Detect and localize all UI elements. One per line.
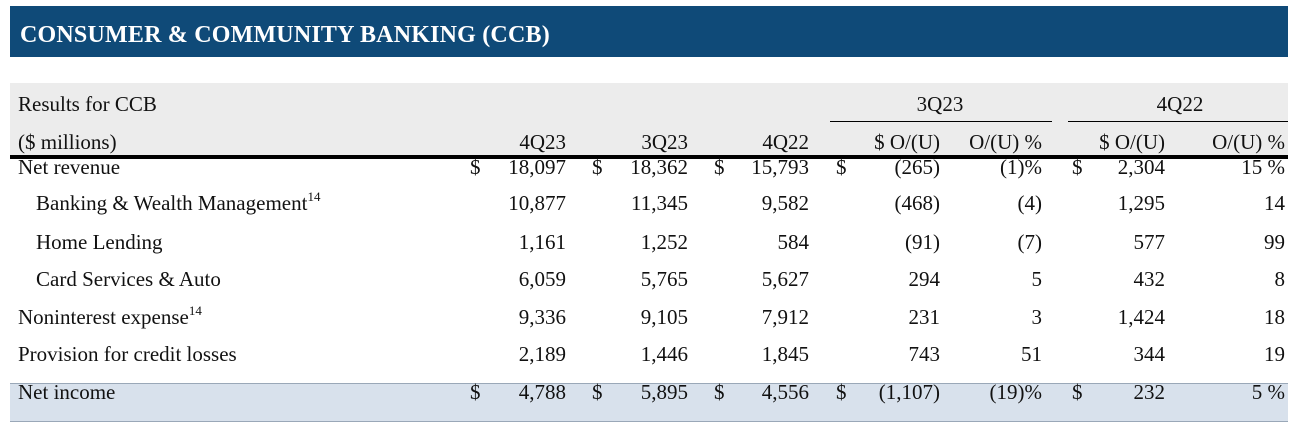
- table-cell: (468): [894, 191, 941, 215]
- table-cell: 5,765: [640, 267, 688, 291]
- header-label-line2: ($ millions): [18, 130, 117, 154]
- table-cell: 2,304: [1117, 155, 1165, 179]
- row-label: Net revenue: [18, 155, 120, 179]
- table-cell: 14: [1264, 191, 1285, 215]
- table-cell: 1,446: [640, 342, 688, 366]
- table-cell: 5: [1031, 267, 1043, 291]
- table-cell: 344: [1133, 342, 1166, 366]
- table-cell: 584: [777, 230, 810, 254]
- table-cell: (1,107): [878, 380, 940, 404]
- row-label-text: Net revenue: [18, 155, 121, 179]
- table-cell: 3: [1031, 305, 1043, 329]
- group-header-3q23: 3Q23: [916, 92, 964, 116]
- currency-symbol: $: [1072, 380, 1083, 404]
- currency-symbol: $: [592, 380, 603, 404]
- table-cell: 4,556: [761, 380, 809, 404]
- column-header: $ O/(U): [874, 130, 940, 154]
- row-label: Banking & Wealth Management14: [36, 189, 321, 215]
- table-cell: 1,845: [761, 342, 809, 366]
- net-income-bottom-rule: [10, 421, 1288, 422]
- title-banner: CONSUMER & COMMUNITY BANKING (CCB): [10, 6, 1288, 57]
- table-cell: (4): [1017, 191, 1043, 215]
- footnote-marker: 14: [188, 303, 202, 318]
- currency-symbol: $: [714, 380, 725, 404]
- table-cell: 15,793: [751, 155, 809, 179]
- row-label: Noninterest expense14: [18, 303, 202, 329]
- row-label-text: Card Services & Auto: [36, 267, 221, 291]
- table-cell: 5,627: [761, 267, 809, 291]
- currency-symbol: $: [592, 155, 603, 179]
- table-cell: (91): [905, 230, 940, 254]
- column-header: $ O/(U): [1099, 130, 1165, 154]
- row-label-text: Provision for credit losses: [18, 342, 237, 366]
- table-cell: 231: [908, 305, 941, 329]
- net-income-top-rule: [10, 383, 1288, 384]
- currency-symbol: $: [836, 380, 847, 404]
- table-cell: 432: [1133, 267, 1166, 291]
- table-cell: 1,252: [640, 230, 688, 254]
- header-label-line1: Results for CCB: [18, 92, 157, 116]
- table-cell: 232: [1133, 380, 1166, 404]
- footnote-marker: 14: [307, 189, 321, 204]
- table-cell: 9,336: [518, 305, 566, 329]
- table-cell: 10,877: [508, 191, 566, 215]
- column-header: 4Q22: [762, 130, 809, 154]
- table-cell: 294: [908, 267, 941, 291]
- table-cell: (7): [1017, 230, 1043, 254]
- currency-symbol: $: [836, 155, 847, 179]
- row-label-text: Banking & Wealth Management: [36, 191, 308, 215]
- row-label: Provision for credit losses: [18, 342, 237, 366]
- table-cell: 18,362: [630, 155, 688, 179]
- currency-symbol: $: [714, 155, 725, 179]
- table-cell: 15 %: [1241, 155, 1285, 179]
- net-income-highlight: [10, 384, 1288, 422]
- group-underline-4q22: [1068, 121, 1288, 122]
- table-cell: 5 %: [1251, 380, 1285, 404]
- table-cell: 577: [1133, 230, 1166, 254]
- table-cell: 7,912: [761, 305, 809, 329]
- currency-symbol: $: [1072, 155, 1083, 179]
- table-cell: 743: [908, 342, 941, 366]
- column-header: 3Q23: [641, 130, 688, 154]
- table-cell: 1,295: [1117, 191, 1165, 215]
- row-label-text: Home Lending: [36, 230, 163, 254]
- table-cell: 5,895: [640, 380, 688, 404]
- table-cell: 9,105: [640, 305, 688, 329]
- column-header: 4Q23: [519, 130, 566, 154]
- table-cell: 1,424: [1117, 305, 1165, 329]
- table-cell: 1,161: [518, 230, 566, 254]
- currency-symbol: $: [470, 380, 481, 404]
- table-cell: 19: [1264, 342, 1285, 366]
- table-cell: 9,582: [761, 191, 809, 215]
- column-header: O/(U) %: [1212, 130, 1285, 154]
- table-cell: 99: [1264, 230, 1285, 254]
- group-underline-3q23: [830, 121, 1052, 122]
- group-header-4q22: 4Q22: [1156, 92, 1204, 116]
- row-label: Card Services & Auto: [36, 267, 221, 291]
- row-label-text: Noninterest expense: [18, 305, 189, 329]
- table-cell: (265): [894, 155, 941, 179]
- table-cell: 51: [1021, 342, 1042, 366]
- table-cell: (19)%: [989, 380, 1042, 404]
- column-header: O/(U) %: [969, 130, 1042, 154]
- table-cell: (1)%: [1000, 155, 1042, 179]
- header-divider: [10, 155, 1288, 159]
- currency-symbol: $: [470, 155, 481, 179]
- row-label-text: Net income: [18, 380, 116, 404]
- table-cell: 18,097: [508, 155, 566, 179]
- table-cell: 11,345: [631, 191, 688, 215]
- table-cell: 2,189: [518, 342, 566, 366]
- row-label: Net income: [18, 380, 115, 404]
- table-cell: 18: [1264, 305, 1285, 329]
- table-cell: 4,788: [518, 380, 566, 404]
- row-label: Home Lending: [36, 230, 163, 254]
- table-cell: 8: [1274, 267, 1286, 291]
- table-cell: 6,059: [518, 267, 566, 291]
- page-title: CONSUMER & COMMUNITY BANKING (CCB): [20, 22, 550, 48]
